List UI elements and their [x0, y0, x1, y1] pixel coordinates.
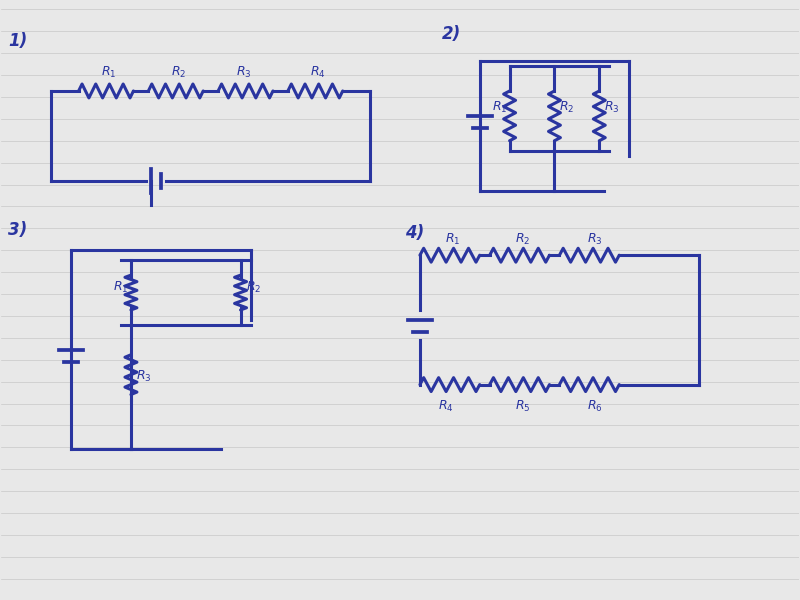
Text: $R_1$: $R_1$ — [101, 65, 117, 80]
Text: $R_5$: $R_5$ — [514, 398, 530, 413]
Text: $R_3$: $R_3$ — [235, 65, 251, 80]
Text: $R_1$: $R_1$ — [445, 232, 460, 247]
Text: $R_1$: $R_1$ — [492, 100, 507, 115]
Text: $R_2$: $R_2$ — [246, 280, 261, 295]
Text: $R_3$: $R_3$ — [604, 100, 620, 115]
Text: 4): 4) — [405, 224, 424, 242]
Text: $R_4$: $R_4$ — [438, 398, 454, 413]
Text: 1): 1) — [8, 32, 28, 50]
Text: $R_1$: $R_1$ — [113, 280, 129, 295]
Text: $R_4$: $R_4$ — [310, 65, 326, 80]
Text: $R_2$: $R_2$ — [514, 232, 530, 247]
Text: $R_2$: $R_2$ — [170, 65, 186, 80]
Text: 2): 2) — [442, 25, 461, 43]
Text: $R_2$: $R_2$ — [559, 100, 574, 115]
Text: $R_3$: $R_3$ — [587, 232, 603, 247]
Text: $R_3$: $R_3$ — [136, 368, 151, 384]
Text: 3): 3) — [8, 221, 28, 239]
Text: $R_6$: $R_6$ — [587, 398, 603, 413]
